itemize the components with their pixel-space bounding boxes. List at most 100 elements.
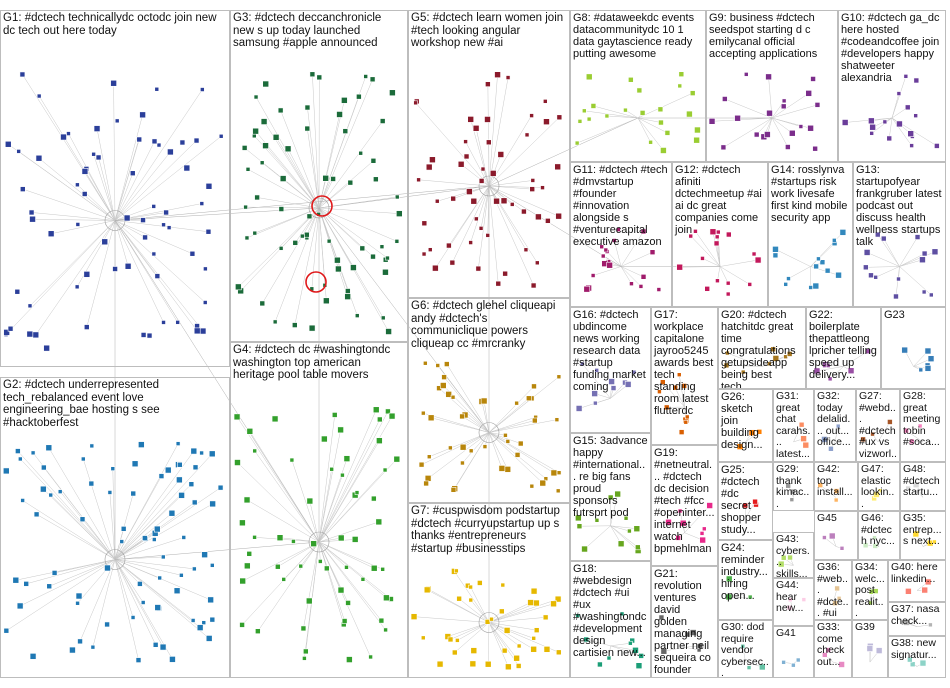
graph-node	[154, 86, 160, 92]
graph-edge	[742, 646, 746, 663]
graph-node	[179, 572, 184, 578]
graph-edge	[727, 352, 763, 367]
graph-node	[66, 131, 71, 136]
graph-node	[905, 588, 912, 595]
graph-node	[529, 483, 535, 489]
graph-edge	[427, 432, 490, 479]
graph-node	[868, 272, 874, 279]
graph-edge	[470, 586, 490, 623]
graph-edge	[488, 432, 543, 484]
graph-edge	[6, 559, 116, 631]
graph-node	[310, 540, 317, 547]
graph-node	[169, 656, 176, 663]
graph-node	[484, 619, 491, 625]
graph-node	[340, 472, 345, 478]
graph-node	[660, 379, 666, 385]
graph-node	[253, 94, 259, 100]
graph-edge	[593, 105, 639, 119]
graph-node	[271, 415, 279, 423]
graph-node	[497, 151, 505, 158]
group-label-g10: G10: #dctech ga_dc here hosted #codeandc…	[841, 12, 940, 84]
graph-node	[20, 498, 25, 503]
graph-edge	[461, 416, 490, 433]
group-label-g38: G38: new signatur...	[891, 637, 937, 661]
group-label-g13: G13: startupofyear frankgruber latest po…	[856, 164, 942, 248]
graph-node	[205, 635, 213, 642]
graph-node	[915, 489, 920, 495]
graph-node	[146, 332, 153, 339]
graph-edge	[891, 93, 900, 119]
graph-node	[243, 204, 248, 210]
graph-node	[640, 228, 647, 235]
group-label-g9: G9: business #dctech seedspot starting d…	[709, 12, 818, 60]
graph-node	[35, 154, 43, 162]
graph-edge	[684, 646, 700, 651]
group-g33: G33: come check out...	[814, 620, 852, 678]
graph-node	[129, 170, 136, 177]
graph-edge	[421, 432, 490, 465]
graph-node	[800, 435, 807, 442]
graph-node	[725, 231, 732, 238]
graph-node	[152, 642, 159, 648]
graph-node	[677, 508, 683, 514]
graph-node	[356, 93, 362, 100]
graph-node	[46, 583, 53, 590]
graph-node	[772, 355, 780, 362]
graph-node	[363, 74, 368, 79]
graph-node	[907, 656, 913, 663]
graph-node	[896, 91, 902, 96]
graph-node	[252, 230, 258, 236]
graph-node	[872, 535, 877, 540]
group-g9: G9: business #dctech seedspot starting d…	[706, 10, 838, 162]
graph-edge	[488, 185, 559, 217]
group-label-g16: G16: #dctech ubdincome news working rese…	[573, 309, 646, 393]
graph-node	[130, 615, 136, 620]
graph-edge	[865, 266, 900, 268]
graph-node	[756, 429, 763, 435]
group-g32: G32: today delalid... out... office...	[814, 389, 856, 462]
graph-edge	[294, 207, 320, 326]
graph-edge	[236, 416, 320, 543]
graph-node	[292, 240, 299, 246]
graph-node	[747, 282, 753, 287]
graph-edge	[22, 500, 116, 560]
graph-edge	[488, 432, 508, 470]
graph-node	[48, 492, 54, 498]
group-g2: G2: #dctech underrepresented tech_rebala…	[0, 377, 230, 678]
graph-node	[455, 638, 460, 643]
group-g24: G24: reminder industry... hiring open...	[718, 540, 773, 620]
graph-node	[786, 276, 791, 281]
graph-node	[786, 351, 793, 357]
graph-node	[466, 188, 473, 195]
graph-edge	[20, 458, 116, 560]
graph-node	[505, 663, 512, 671]
graph-node	[157, 575, 162, 581]
graph-node	[802, 441, 810, 449]
group-label-g36: G36: #web... #dcte... #ui s...	[817, 561, 849, 619]
graph-edge	[32, 218, 116, 221]
graph-node	[410, 613, 418, 620]
graph-node	[158, 473, 165, 479]
graph-node	[748, 429, 756, 436]
graph-node	[156, 142, 162, 148]
graph-node	[649, 249, 656, 256]
graph-edge	[114, 220, 164, 323]
graph-node	[104, 564, 111, 572]
graph-node	[41, 464, 47, 471]
graph-node	[913, 113, 918, 118]
graph-node	[43, 344, 50, 352]
graph-edge	[488, 602, 537, 623]
graph-node	[887, 419, 893, 425]
graph-edge	[488, 398, 529, 433]
graph-node	[495, 280, 502, 287]
graph-node	[795, 657, 801, 663]
graph-node	[679, 519, 687, 527]
graph-node	[628, 76, 634, 83]
group-label-g5: G5: #dctech learn women join #tech looki…	[411, 12, 564, 49]
graph-edge	[318, 541, 382, 621]
graph-node	[767, 361, 772, 367]
graph-node	[658, 614, 665, 621]
graph-node	[905, 485, 911, 492]
graph-edge	[488, 180, 533, 187]
graph-node	[91, 151, 96, 157]
